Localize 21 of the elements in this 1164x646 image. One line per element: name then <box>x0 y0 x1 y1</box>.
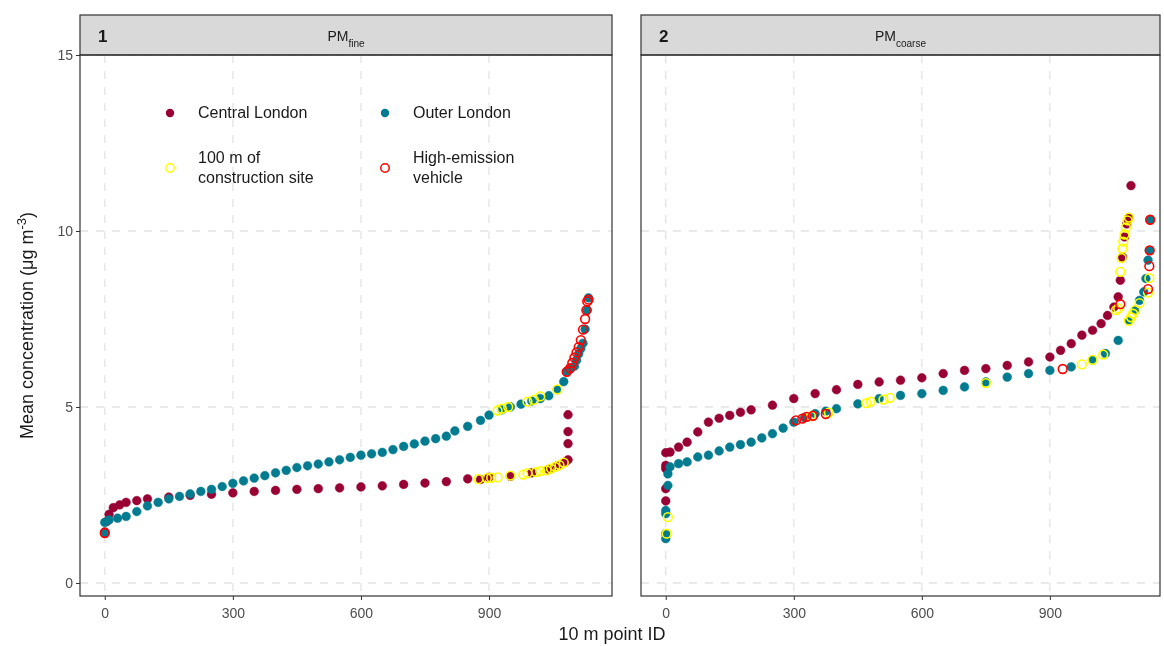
x-tick-label: 600 <box>910 605 935 622</box>
x-tick-label: 0 <box>101 605 110 622</box>
x-tick-label: 900 <box>1038 605 1063 622</box>
x-tick-label: 300 <box>782 605 807 622</box>
x-tick-label: 900 <box>477 605 502 622</box>
text: 1 <box>98 27 108 46</box>
x-tick-label: 600 <box>349 605 374 622</box>
x-tick-label: 0 <box>662 605 671 622</box>
x-tick-label: 300 <box>221 605 246 622</box>
x-axis-title: 10 m point ID <box>558 624 666 644</box>
text: 2 <box>659 27 669 46</box>
y-tick-label: 15 <box>57 46 74 63</box>
legend-label: 100 m of construction site <box>198 149 314 186</box>
legend-label: Central London <box>198 104 308 121</box>
legend-label: Outer London <box>413 104 511 121</box>
y-tick-label: 10 <box>57 222 74 239</box>
legend-label: High-emission vehicle <box>413 149 515 186</box>
y-tick-label: 0 <box>65 574 74 591</box>
y-tick-label: 5 <box>65 398 74 415</box>
chart-title: PM$_{fine}$ <box>327 28 366 49</box>
chart-title: PM$_{coarse}$ <box>874 28 927 49</box>
